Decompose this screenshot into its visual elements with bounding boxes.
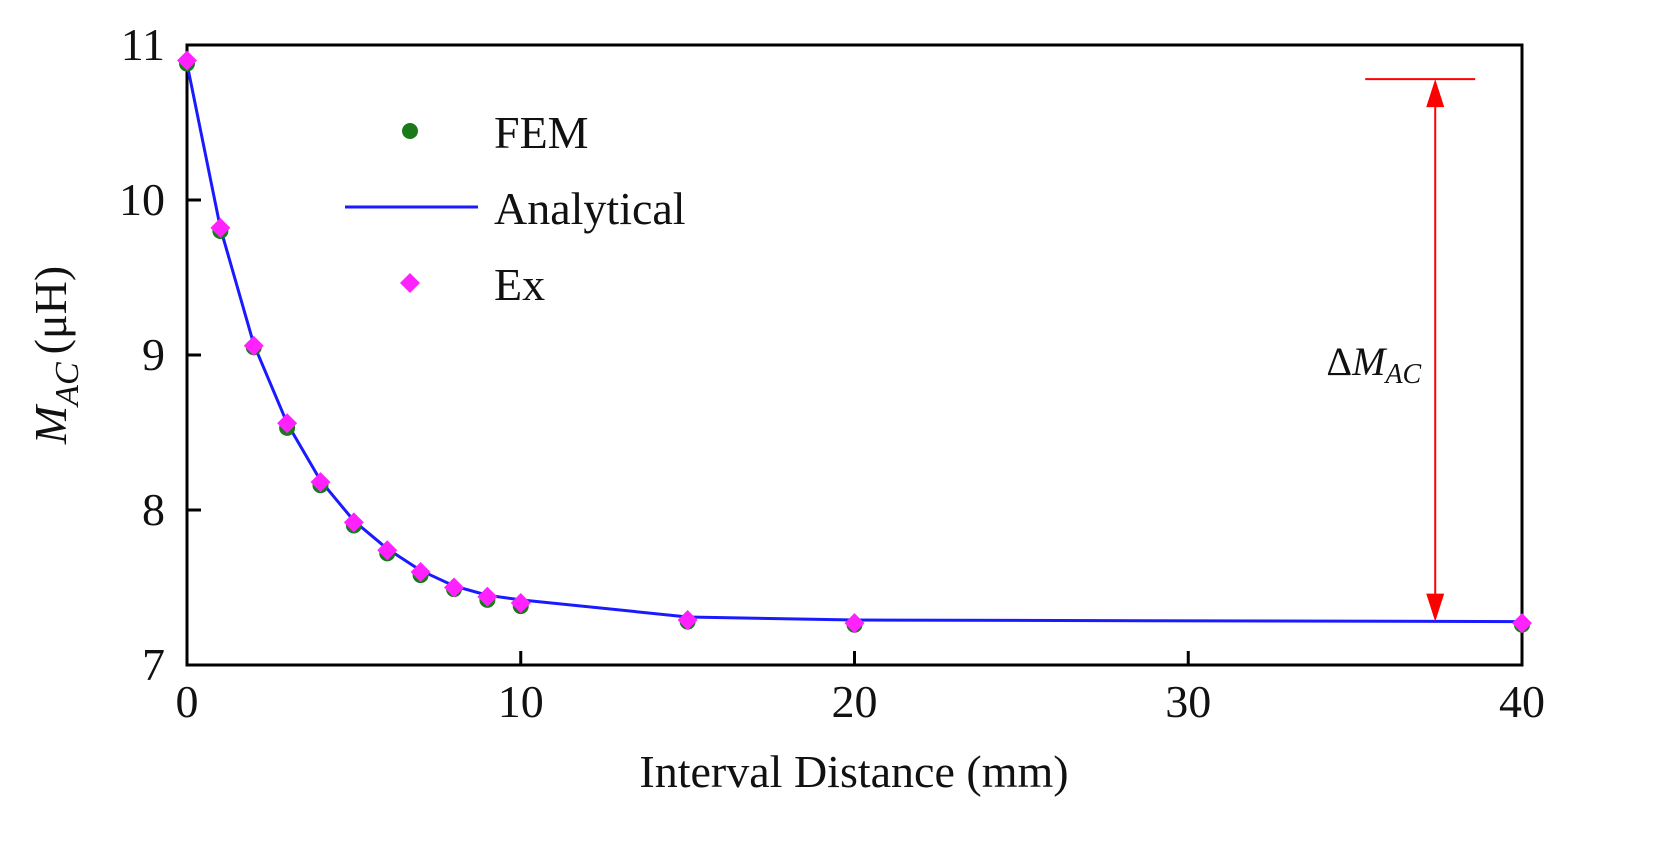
plot-area-frame [185, 43, 1524, 667]
x-tick-label: 10 [498, 676, 544, 727]
y-tick-label: 8 [142, 484, 165, 535]
ex-point [677, 610, 698, 631]
ex-point [377, 540, 398, 561]
y-tick-label: 11 [121, 19, 165, 70]
annotation-arrowhead-up [1426, 79, 1445, 108]
x-tick-label: 20 [832, 676, 878, 727]
series-ex [177, 50, 1532, 634]
y-axis-title-unit: (μH) [25, 266, 76, 355]
legend-fem-marker [402, 123, 418, 139]
annotation-arrowhead-down [1426, 593, 1445, 622]
y-axis-title-symbol: M [25, 403, 76, 445]
y-axis-title: MAC (μH) [25, 266, 86, 445]
legend-ex-label: Ex [494, 259, 545, 310]
y-tick-label: 10 [119, 174, 165, 225]
legend: FEM Analytical Ex [345, 107, 686, 310]
x-tick-label: 30 [1165, 676, 1211, 727]
legend-fem-label: FEM [494, 107, 589, 158]
y-axis-title-subscript: AC [49, 362, 86, 408]
ex-point [410, 562, 431, 582]
ex-point [510, 593, 531, 613]
ex-point [1512, 613, 1532, 634]
y-tick-label: 9 [142, 329, 165, 380]
ex-point [243, 335, 264, 356]
x-axis: 0 10 20 30 40 [176, 651, 1545, 727]
annotation-label-symbol: M [1351, 339, 1388, 384]
ex-point [343, 512, 364, 533]
y-axis: 7 8 9 10 11 [119, 19, 201, 690]
annotation-label-subscript: AC [1383, 359, 1421, 390]
ex-point [444, 577, 464, 598]
ex-point [844, 613, 865, 634]
ex-point [277, 413, 298, 434]
ex-point [210, 217, 231, 238]
x-tick-label: 40 [1499, 676, 1545, 727]
annotation-label-delta: Δ [1326, 339, 1352, 384]
x-tick-label: 0 [176, 676, 199, 727]
series-analytical [185, 63, 1523, 624]
legend-analytical-label: Analytical [494, 183, 686, 234]
legend-ex-marker [400, 273, 420, 293]
analytical-line [185, 63, 1523, 624]
y-tick-label: 7 [142, 639, 165, 690]
ex-point [477, 586, 498, 607]
annotation-label: ΔMAC [1326, 339, 1421, 390]
delta-annotation: ΔMAC [1326, 78, 1476, 622]
x-axis-title: Interval Distance (mm) [639, 746, 1068, 797]
ex-point [177, 50, 197, 71]
ex-point [310, 472, 331, 493]
